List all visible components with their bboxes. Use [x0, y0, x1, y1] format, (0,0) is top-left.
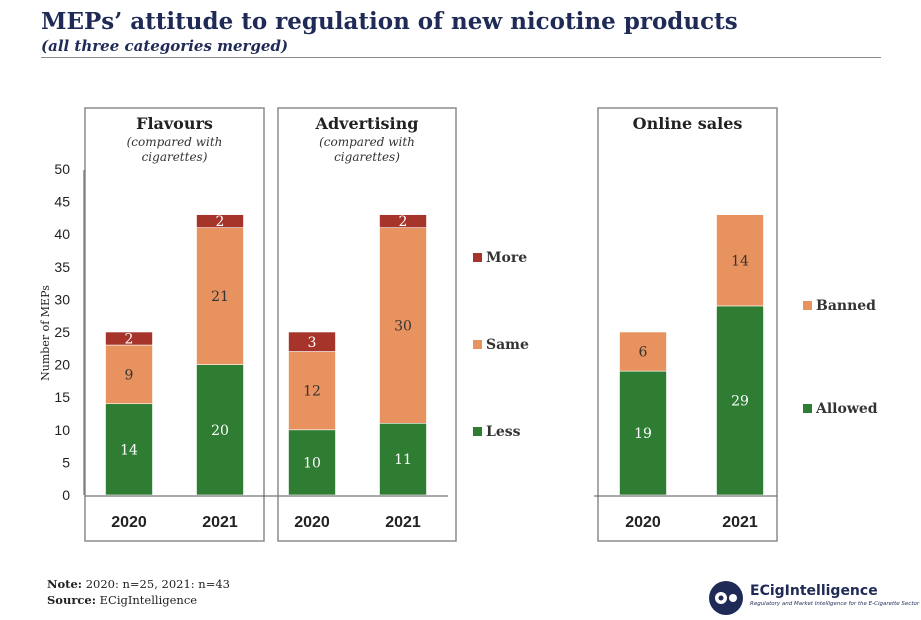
- data-label: 11: [394, 452, 412, 468]
- data-label: 14: [731, 253, 749, 269]
- data-label: 10: [303, 455, 321, 471]
- legend-label-same: Same: [486, 337, 529, 353]
- title-divider: [41, 57, 881, 58]
- y-tick-label: 50: [54, 161, 70, 177]
- data-label: 20: [211, 423, 229, 439]
- panel-title: Online sales: [633, 114, 743, 133]
- data-label: 2: [125, 332, 134, 348]
- panel-subtitle: cigarettes): [334, 150, 400, 164]
- y-axis-label: Number of MEPs: [39, 285, 52, 381]
- logo-tagline: Regulatory and Market Intelligence for t…: [750, 601, 920, 607]
- source-line: Source: ECigIntelligence: [47, 593, 197, 607]
- bar-segment-same: [105, 344, 153, 405]
- legend-swatch-more: [473, 253, 482, 262]
- bar-segment-more: [105, 331, 153, 346]
- panel-title: Advertising: [315, 114, 419, 133]
- note-line: Note: 2020: n=25, 2021: n=43: [47, 577, 230, 591]
- legend-swatch-less: [473, 427, 482, 436]
- data-label: 3: [308, 335, 317, 351]
- bar-segment-allowed: [619, 370, 667, 496]
- y-tick-label: 25: [54, 324, 70, 340]
- data-label: 9: [125, 367, 134, 383]
- y-tick-label: 0: [62, 487, 70, 503]
- bar-segment-less: [105, 403, 153, 496]
- bar-segment-banned: [716, 214, 764, 307]
- data-label: 30: [394, 318, 412, 334]
- data-label: 14: [120, 442, 138, 458]
- y-tick-label: 35: [54, 259, 70, 275]
- panel-subtitle: (compared with: [127, 135, 223, 149]
- note-text: 2020: n=25, 2021: n=43: [85, 577, 230, 591]
- panel-frame: [84, 107, 265, 542]
- y-tick-label: 5: [62, 454, 70, 470]
- bar-segment-same: [288, 351, 336, 431]
- panel-subtitle: cigarettes): [142, 150, 208, 164]
- bar-segment-more: [379, 214, 427, 228]
- source-text: ECigIntelligence: [99, 593, 198, 607]
- legend-swatch-banned: [803, 301, 812, 310]
- data-label: 29: [731, 393, 749, 409]
- x-tick-label: 2020: [625, 514, 661, 531]
- bar-segment-same: [196, 227, 244, 365]
- x-tick-label: 2020: [294, 514, 330, 531]
- panel-title: Flavours: [136, 114, 213, 133]
- ecigintelligence-logo: ECigIntelligence Regulatory and Market I…: [708, 580, 920, 616]
- legend-label-banned: Banned: [816, 298, 876, 314]
- data-label: 19: [634, 426, 652, 442]
- x-tick-label: 2021: [385, 514, 421, 531]
- data-label: 6: [639, 345, 648, 361]
- panel-subtitle: (compared with: [319, 135, 415, 149]
- panel-frame: [597, 107, 778, 542]
- ecigintelligence-logo-icon: [709, 581, 743, 615]
- y-tick-label: 45: [54, 194, 70, 210]
- note-label: Note:: [47, 577, 83, 591]
- source-label: Source:: [47, 593, 96, 607]
- data-label: 12: [303, 384, 321, 400]
- bar-segment-less: [196, 364, 244, 496]
- bar-segment-allowed: [716, 305, 764, 496]
- data-label: 2: [216, 214, 225, 230]
- y-tick-label: 10: [54, 422, 70, 438]
- legend-label-less: Less: [486, 424, 521, 440]
- panel-frame: [277, 107, 457, 542]
- data-label: 2: [399, 214, 408, 230]
- legend-swatch-allowed: [803, 404, 812, 413]
- y-tick-label: 30: [54, 291, 70, 307]
- data-label: 21: [211, 289, 229, 305]
- x-tick-label: 2020: [111, 514, 147, 531]
- legend-label-more: More: [486, 250, 527, 266]
- bar-segment-more: [196, 214, 244, 228]
- x-tick-label: 2021: [722, 514, 758, 531]
- bar-segment-more: [288, 331, 336, 352]
- legend-label-allowed: Allowed: [815, 401, 878, 417]
- y-tick-label: 40: [54, 226, 70, 242]
- bar-segment-same: [379, 227, 427, 424]
- logo-name: ECigIntelligence: [750, 583, 878, 599]
- chart-title: MEPs’ attitude to regulation of new nico…: [41, 8, 738, 35]
- y-tick-label: 15: [54, 389, 70, 405]
- bar-segment-banned: [619, 331, 667, 372]
- y-tick-label: 20: [54, 357, 70, 373]
- bar-segment-less: [379, 422, 427, 496]
- chart-subtitle: (all three categories merged): [41, 37, 289, 55]
- x-tick-label: 2021: [202, 514, 238, 531]
- legend-swatch-same: [473, 340, 482, 349]
